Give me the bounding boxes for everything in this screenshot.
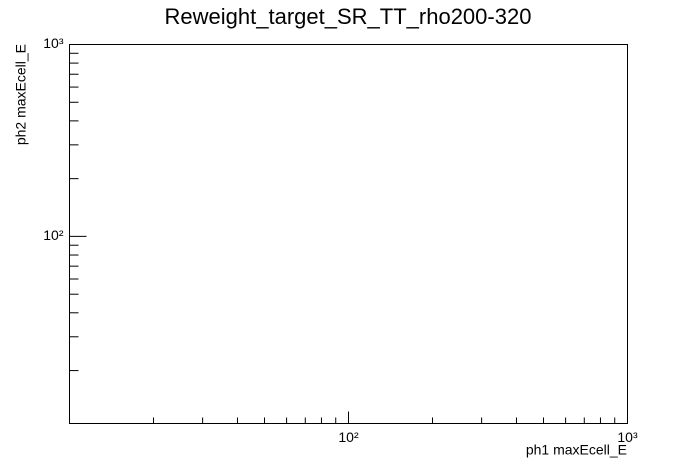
chart-title: Reweight_target_SR_TT_rho200-320 <box>165 4 532 29</box>
y-tick-label: 10² <box>43 227 64 243</box>
x-tick-label: 10² <box>338 429 359 445</box>
y-axis-label: ph2 maxEcell_E <box>13 44 29 145</box>
plot-frame <box>69 44 628 424</box>
y-tick-label: 10³ <box>43 35 64 51</box>
x-axis-label: ph1 maxEcell_E <box>526 442 627 458</box>
x-tick-label: 10³ <box>617 429 638 445</box>
